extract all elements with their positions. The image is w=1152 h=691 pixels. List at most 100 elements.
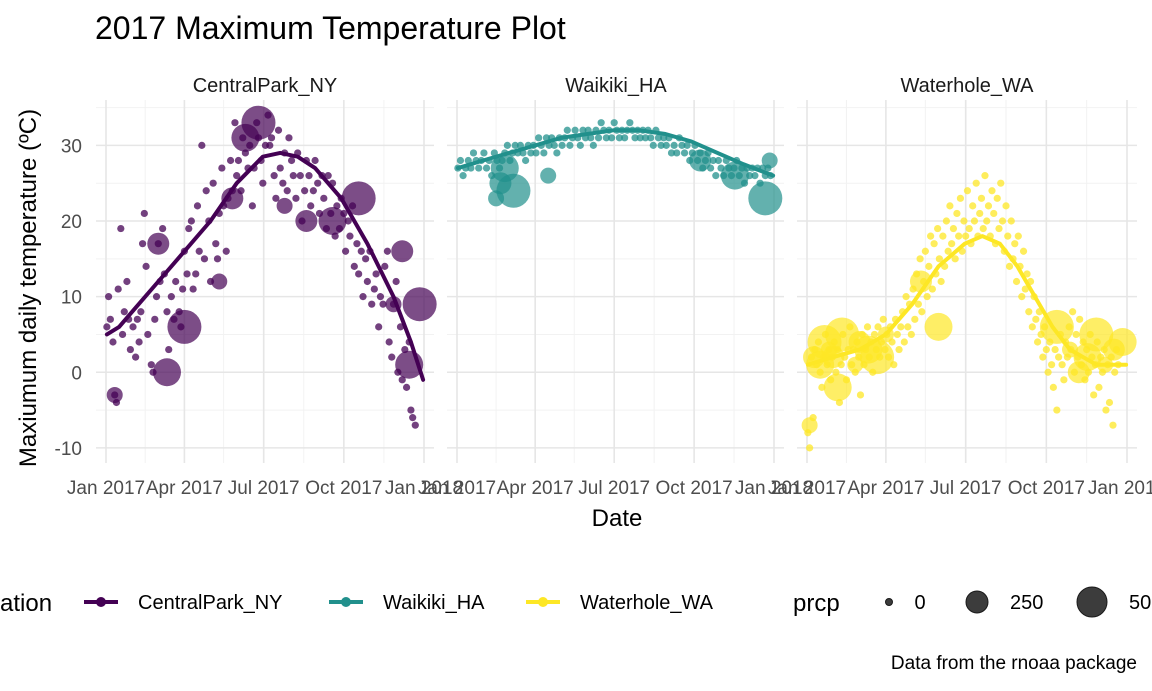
data-point-large bbox=[318, 207, 347, 235]
data-point bbox=[712, 172, 720, 180]
data-point bbox=[409, 414, 417, 422]
data-point bbox=[189, 285, 197, 293]
data-point bbox=[137, 308, 145, 316]
data-point bbox=[1023, 270, 1031, 278]
x-tick-label: Jul 2017 bbox=[930, 478, 1002, 499]
data-point bbox=[969, 202, 977, 210]
x-tick-label: Apr 2017 bbox=[146, 478, 223, 499]
data-point bbox=[615, 134, 624, 142]
legend-label: Waterhole_WA bbox=[580, 592, 714, 614]
data-point bbox=[388, 353, 396, 361]
data-point bbox=[195, 247, 203, 255]
data-point bbox=[540, 149, 548, 157]
data-point bbox=[1018, 293, 1026, 301]
data-point-large bbox=[167, 309, 202, 344]
y-tick-label: 10 bbox=[61, 288, 82, 309]
data-point bbox=[976, 209, 984, 218]
data-point-large bbox=[276, 197, 293, 214]
data-point bbox=[383, 247, 392, 255]
x-tick-label: Oct 2017 bbox=[1008, 478, 1085, 499]
facet-strip-label: Waikiki_HA bbox=[565, 75, 667, 97]
data-point bbox=[355, 270, 363, 278]
data-point bbox=[1109, 421, 1117, 429]
data-point bbox=[553, 149, 561, 157]
data-point bbox=[1058, 361, 1066, 369]
data-point bbox=[187, 217, 195, 225]
data-point bbox=[1012, 277, 1021, 286]
y-tick-label: 0 bbox=[71, 363, 82, 384]
data-point-large bbox=[341, 181, 376, 216]
data-point bbox=[1051, 345, 1059, 354]
legend-size-key: 50 bbox=[1076, 586, 1151, 618]
data-point bbox=[977, 194, 986, 202]
data-point bbox=[213, 255, 222, 263]
data-point bbox=[372, 270, 380, 278]
legend-key-Waikiki_HA: Waikiki_HA bbox=[329, 592, 485, 614]
data-point bbox=[283, 187, 291, 195]
x-axis-title: Date bbox=[592, 505, 643, 532]
data-point bbox=[879, 315, 887, 323]
data-point bbox=[535, 134, 543, 142]
data-point bbox=[1007, 217, 1015, 225]
legend-size-circle bbox=[1076, 586, 1108, 618]
data-point bbox=[935, 255, 943, 263]
data-point bbox=[233, 172, 241, 180]
data-point bbox=[683, 141, 691, 149]
legend-key-Waterhole_WA: Waterhole_WA bbox=[526, 592, 714, 614]
data-point bbox=[368, 300, 376, 308]
data-point bbox=[482, 164, 491, 172]
data-point bbox=[863, 323, 872, 331]
data-point bbox=[907, 330, 915, 339]
data-point bbox=[937, 277, 945, 286]
data-point-large bbox=[152, 358, 181, 387]
data-point bbox=[167, 293, 175, 301]
data-point bbox=[563, 126, 571, 134]
data-point bbox=[296, 172, 304, 180]
legend-size-key: 0 bbox=[885, 592, 926, 614]
data-point bbox=[680, 149, 689, 157]
data-point bbox=[103, 323, 111, 331]
data-point bbox=[654, 134, 663, 142]
data-point bbox=[341, 247, 350, 255]
data-point-large bbox=[391, 240, 414, 263]
facet-CentralPark_NY: CentralPark_NY Jan 2017 Apr 2017 Jul 2017 Oc… bbox=[55, 75, 464, 499]
data-point-large bbox=[211, 273, 228, 290]
data-point bbox=[402, 383, 411, 391]
data-point bbox=[140, 209, 148, 218]
data-point bbox=[480, 149, 488, 157]
data-point-large bbox=[106, 386, 123, 403]
data-point bbox=[248, 202, 256, 210]
data-point bbox=[138, 240, 147, 248]
data-point bbox=[955, 232, 963, 240]
y-tick-label: 20 bbox=[61, 212, 82, 233]
data-point bbox=[132, 353, 140, 361]
data-point bbox=[309, 187, 317, 195]
data-point bbox=[120, 308, 128, 316]
data-point bbox=[1053, 406, 1061, 414]
x-tick-label: Oct 2017 bbox=[656, 478, 733, 499]
data-point-large bbox=[847, 356, 864, 373]
data-point bbox=[1011, 240, 1019, 248]
data-point bbox=[870, 330, 879, 339]
data-point bbox=[1004, 232, 1012, 240]
data-point-large bbox=[1079, 317, 1114, 352]
data-point bbox=[589, 141, 597, 149]
data-point bbox=[464, 156, 472, 165]
data-point bbox=[1033, 338, 1042, 346]
data-point bbox=[923, 293, 931, 301]
facet-strip-label: Waterhole_WA bbox=[900, 75, 1034, 97]
data-point bbox=[267, 134, 276, 142]
data-point bbox=[916, 255, 924, 263]
legend-color-title: ation bbox=[0, 590, 52, 617]
data-point bbox=[1039, 353, 1047, 361]
data-point bbox=[469, 149, 478, 157]
data-point-large bbox=[720, 161, 749, 190]
data-point bbox=[649, 141, 657, 149]
data-point-large bbox=[540, 167, 557, 184]
legend-key-CentralPark_NY: CentralPark_NY bbox=[84, 592, 283, 614]
data-point bbox=[911, 315, 919, 323]
data-point bbox=[183, 270, 191, 278]
data-point bbox=[106, 315, 114, 323]
data-point bbox=[193, 202, 202, 210]
